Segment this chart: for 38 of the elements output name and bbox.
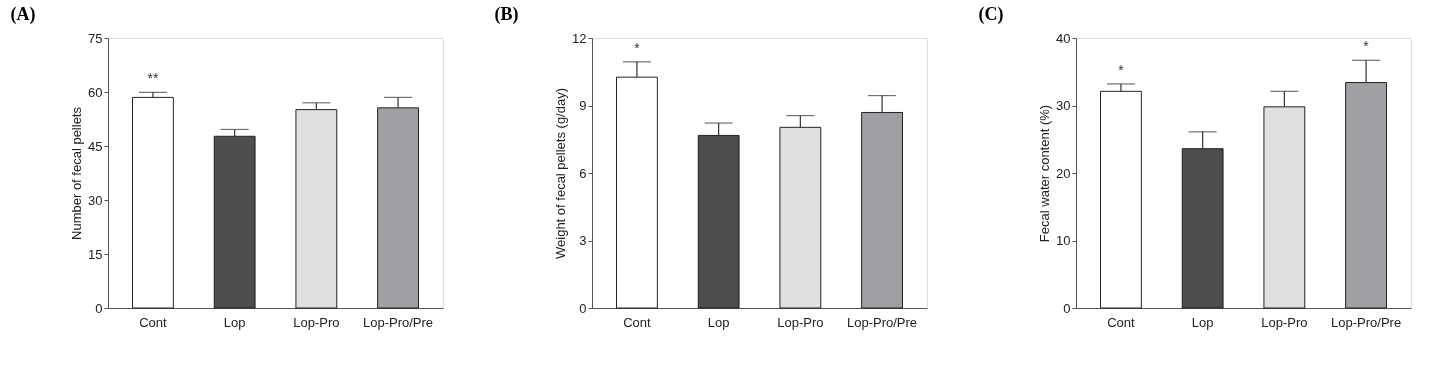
- y-tick-label: 0: [1063, 300, 1071, 316]
- y-tick-label: 15: [88, 246, 103, 262]
- y-tick-label: 40: [1056, 30, 1071, 46]
- x-tick-label: Lop-Pro: [293, 314, 340, 330]
- x-tick-label: Lop-Pro/Pre: [363, 314, 434, 330]
- x-tick-label: Lop: [223, 314, 246, 330]
- y-tick-label: 3: [579, 233, 587, 248]
- x-tick-label: Lop: [1191, 314, 1214, 330]
- y-tick-label: 12: [572, 30, 587, 46]
- x-tick-label: Lop: [707, 314, 730, 330]
- y-axis-title: Fecal water content (%): [1037, 104, 1053, 243]
- y-tick-label: 0: [95, 300, 103, 316]
- y-tick-label: 75: [88, 30, 103, 46]
- x-tick-label: Cont: [139, 314, 168, 330]
- y-axis-title: Number of fecal pellets: [69, 106, 85, 240]
- annotation: *: [1363, 38, 1370, 55]
- x-tick-label: Lop-Pro/Pre: [847, 314, 918, 330]
- y-axis-title: Weight of fecal pellets (g/day): [553, 87, 569, 260]
- x-tick-label: Lop-Pro: [777, 314, 824, 330]
- chart-title: (A): [10, 4, 36, 25]
- y-tick-label: 9: [579, 98, 587, 113]
- y-tick-label: 10: [1056, 233, 1071, 248]
- x-tick-label: Lop-Pro/Pre: [1331, 314, 1402, 330]
- annotation: **: [147, 70, 159, 87]
- y-tick-label: 60: [88, 84, 103, 100]
- x-tick-label: Cont: [1107, 314, 1136, 330]
- chart-title: (B): [494, 4, 519, 25]
- chart-title: (C): [978, 4, 1004, 25]
- annotation: *: [1118, 61, 1125, 78]
- y-tick-label: 30: [88, 192, 103, 208]
- x-tick-label: Cont: [623, 314, 652, 330]
- y-tick-label: 45: [88, 138, 103, 154]
- annotation: *: [634, 39, 641, 56]
- x-tick-label: Lop-Pro: [1261, 314, 1308, 330]
- y-tick-label: 6: [579, 165, 587, 181]
- y-tick-label: 30: [1056, 98, 1071, 113]
- y-tick-label: 0: [579, 300, 587, 316]
- y-tick-label: 20: [1056, 165, 1071, 181]
